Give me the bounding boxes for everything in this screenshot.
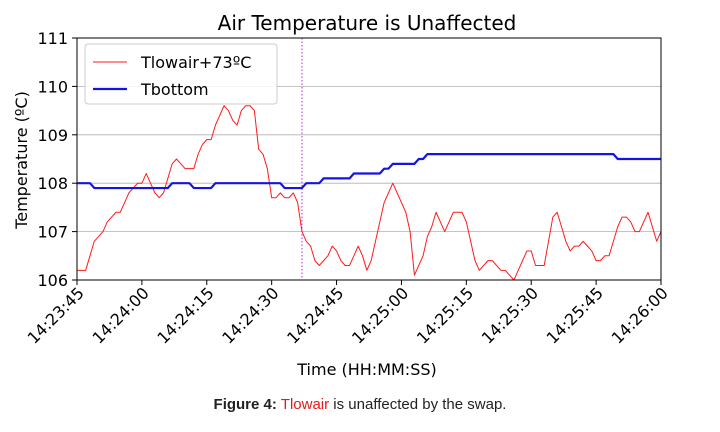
x-tick-label: 14:24:30 [218,283,282,347]
caption-label: Figure 4: [213,396,277,413]
x-tick-label: 14:25:45 [543,283,607,347]
x-tick-label: 14:25:30 [478,283,542,347]
figure-caption: Figure 4: Tlowair is unaffected by the s… [0,396,720,413]
x-tick-label: 14:25:15 [413,283,477,347]
legend-box [84,43,278,105]
y-tick-label: 110 [37,77,68,96]
x-tick-label: 14:24:00 [88,283,152,347]
x-tick-label: 14:24:45 [283,283,347,347]
legend: Tlowair+73ºC Tbottom [84,43,278,105]
x-tick-label: 14:26:00 [608,283,672,347]
x-axis-label: Time (HH:MM:SS) [296,360,437,379]
series-line-tlowairc [77,105,662,281]
caption-highlight: Tlowair [280,396,330,413]
y-tick-label: 111 [37,29,68,48]
x-tick-label: 14:24:15 [153,283,217,347]
y-tick-label: 108 [37,174,68,193]
legend-label: Tlowair+73ºC [140,53,251,72]
chart-title: Air Temperature is Unaffected [218,11,517,35]
plot-frame [76,37,662,281]
x-tick-label: 14:23:45 [24,283,88,347]
series-layer [77,105,662,281]
y-tick-label: 109 [37,126,68,145]
x-tick-label: 14:25:00 [348,283,412,347]
y-tick-label: 106 [37,271,68,290]
y-tick-label: 107 [37,223,68,242]
legend-label: Tbottom [140,80,209,99]
caption-text: is unaffected by the swap. [329,396,507,413]
y-axis-label: Temperature (ºC) [12,91,31,230]
series-line-tbottom [77,153,661,190]
